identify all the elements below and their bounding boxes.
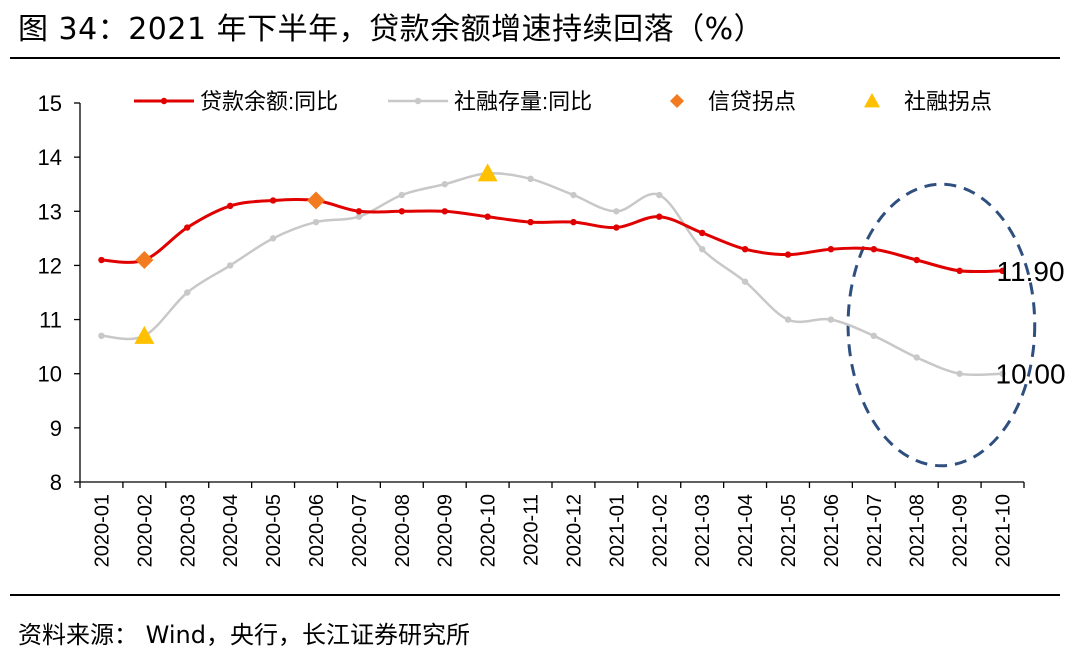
series-point-loan <box>999 267 1006 275</box>
series-point-social <box>956 370 963 377</box>
series-point-social <box>441 181 448 188</box>
legend-swatch-social-turn <box>864 93 880 108</box>
y-tick-label: 15 <box>38 91 62 116</box>
legend-dot-loan <box>160 97 168 105</box>
series-point-social <box>527 175 534 182</box>
series-point-loan <box>827 245 835 253</box>
source-note: 资料来源： Wind，央行，长江证券研究所 <box>18 621 470 649</box>
x-tick-label: 2020-08 <box>392 494 414 567</box>
series-point-loan <box>913 256 920 264</box>
x-tick-label: 2021-09 <box>950 494 972 567</box>
y-tick-label: 13 <box>38 199 62 224</box>
series-point-social <box>870 332 878 340</box>
x-tick-label: 2020-09 <box>435 494 457 567</box>
legend-dot-social <box>414 97 422 105</box>
legend-label-social: 社融存量:同比 <box>454 89 592 114</box>
social-turn-marker <box>477 163 498 182</box>
y-tick-label: 9 <box>50 416 62 441</box>
series-point-loan <box>527 218 534 226</box>
x-tick-label: 2020-12 <box>563 494 585 567</box>
source-rule <box>10 594 1060 596</box>
x-tick-label: 2020-11 <box>521 494 543 566</box>
series-point-social <box>398 191 406 199</box>
series-point-loan <box>656 213 663 220</box>
value-annotation: 11.90 <box>997 256 1065 287</box>
y-tick-label: 10 <box>38 362 62 387</box>
series-point-social <box>999 370 1006 377</box>
series-point-loan <box>269 197 277 204</box>
chart-legend: 贷款余额:同比 社融存量:同比 信贷拐点 社融拐点 <box>134 89 992 114</box>
y-tick-label: 11 <box>39 308 62 333</box>
series-point-loan <box>870 245 878 253</box>
series-point-social <box>226 262 234 269</box>
x-tick-label: 2021-05 <box>778 494 800 567</box>
label-layer: 11.90 10.00 <box>996 256 1066 390</box>
series-point-loan <box>956 267 963 275</box>
series-point-social <box>698 245 706 253</box>
y-tick-label: 12 <box>38 253 62 278</box>
x-tick-label: 2020-06 <box>306 494 328 567</box>
figure-title: 图 34：2021 年下半年，贷款余额增速持续回落（%） <box>18 12 765 47</box>
series-point-loan <box>355 208 363 215</box>
series-line-social <box>101 171 1003 377</box>
credit-turn-marker <box>135 251 154 270</box>
x-tick-label: 2021-02 <box>649 494 671 567</box>
x-tick-label: 2020-05 <box>263 494 285 567</box>
series-point-loan <box>741 245 749 253</box>
x-tick-label: 2021-07 <box>864 494 886 567</box>
x-tick-label: 2021-08 <box>907 494 929 567</box>
series-point-social <box>312 218 320 226</box>
series-point-social <box>656 191 663 199</box>
x-tick-label: 2020-07 <box>349 494 371 567</box>
highlight-ellipse <box>846 182 1037 468</box>
legend-label-social-turn: 社融拐点 <box>904 89 992 114</box>
series-point-social <box>913 354 920 361</box>
series-point-social <box>98 332 105 340</box>
x-tick-label: 2021-04 <box>735 494 757 567</box>
legend-label-credit-turn: 信贷拐点 <box>708 89 796 114</box>
series-point-social <box>613 208 620 215</box>
x-tick-label: 2021-06 <box>821 494 843 567</box>
x-tick-label: 2020-10 <box>478 494 500 567</box>
series-point-loan <box>484 213 491 220</box>
series-point-loan <box>698 229 706 237</box>
series-point-social <box>184 289 191 296</box>
series-point-loan <box>184 224 191 231</box>
x-tick-label: 2021-10 <box>993 494 1015 567</box>
x-tick-label: 2020-02 <box>134 494 156 567</box>
series-point-loan <box>398 208 406 215</box>
series-layer <box>98 170 1006 377</box>
series-line-loan <box>101 197 1003 274</box>
legend-swatch-credit-turn <box>670 94 684 108</box>
credit-turn-marker <box>307 191 325 210</box>
series-point-social <box>784 316 792 323</box>
x-tick-label: 2020-01 <box>91 494 113 567</box>
highlight-layer <box>846 182 1037 468</box>
series-point-loan <box>98 256 105 264</box>
social-turn-marker <box>134 325 155 344</box>
x-tick-label: 2020-03 <box>177 494 199 567</box>
series-point-loan <box>226 202 234 210</box>
chart-axes: 8 9 10 11 12 13 14 15 2020-01 2020-02 2020-03 2020-… <box>38 91 1025 567</box>
y-tick-label: 14 <box>38 145 62 170</box>
x-tick-label: 2020-04 <box>220 494 242 567</box>
series-point-loan <box>441 208 448 215</box>
marker-layer <box>134 163 498 344</box>
series-point-loan <box>570 218 577 226</box>
x-tick-label: 2021-03 <box>692 494 714 567</box>
series-point-loan <box>613 224 620 231</box>
series-point-social <box>355 213 363 220</box>
series-point-social <box>741 278 749 285</box>
y-tick-label: 8 <box>50 470 62 495</box>
title-rule <box>10 57 1060 59</box>
legend-label-loan: 贷款余额:同比 <box>200 89 338 114</box>
series-point-social <box>269 235 277 242</box>
x-tick-label: 2021-01 <box>606 494 628 567</box>
value-annotation: 10.00 <box>996 359 1066 390</box>
series-point-loan <box>784 251 792 258</box>
series-point-social <box>570 191 577 199</box>
series-point-social <box>827 316 835 323</box>
